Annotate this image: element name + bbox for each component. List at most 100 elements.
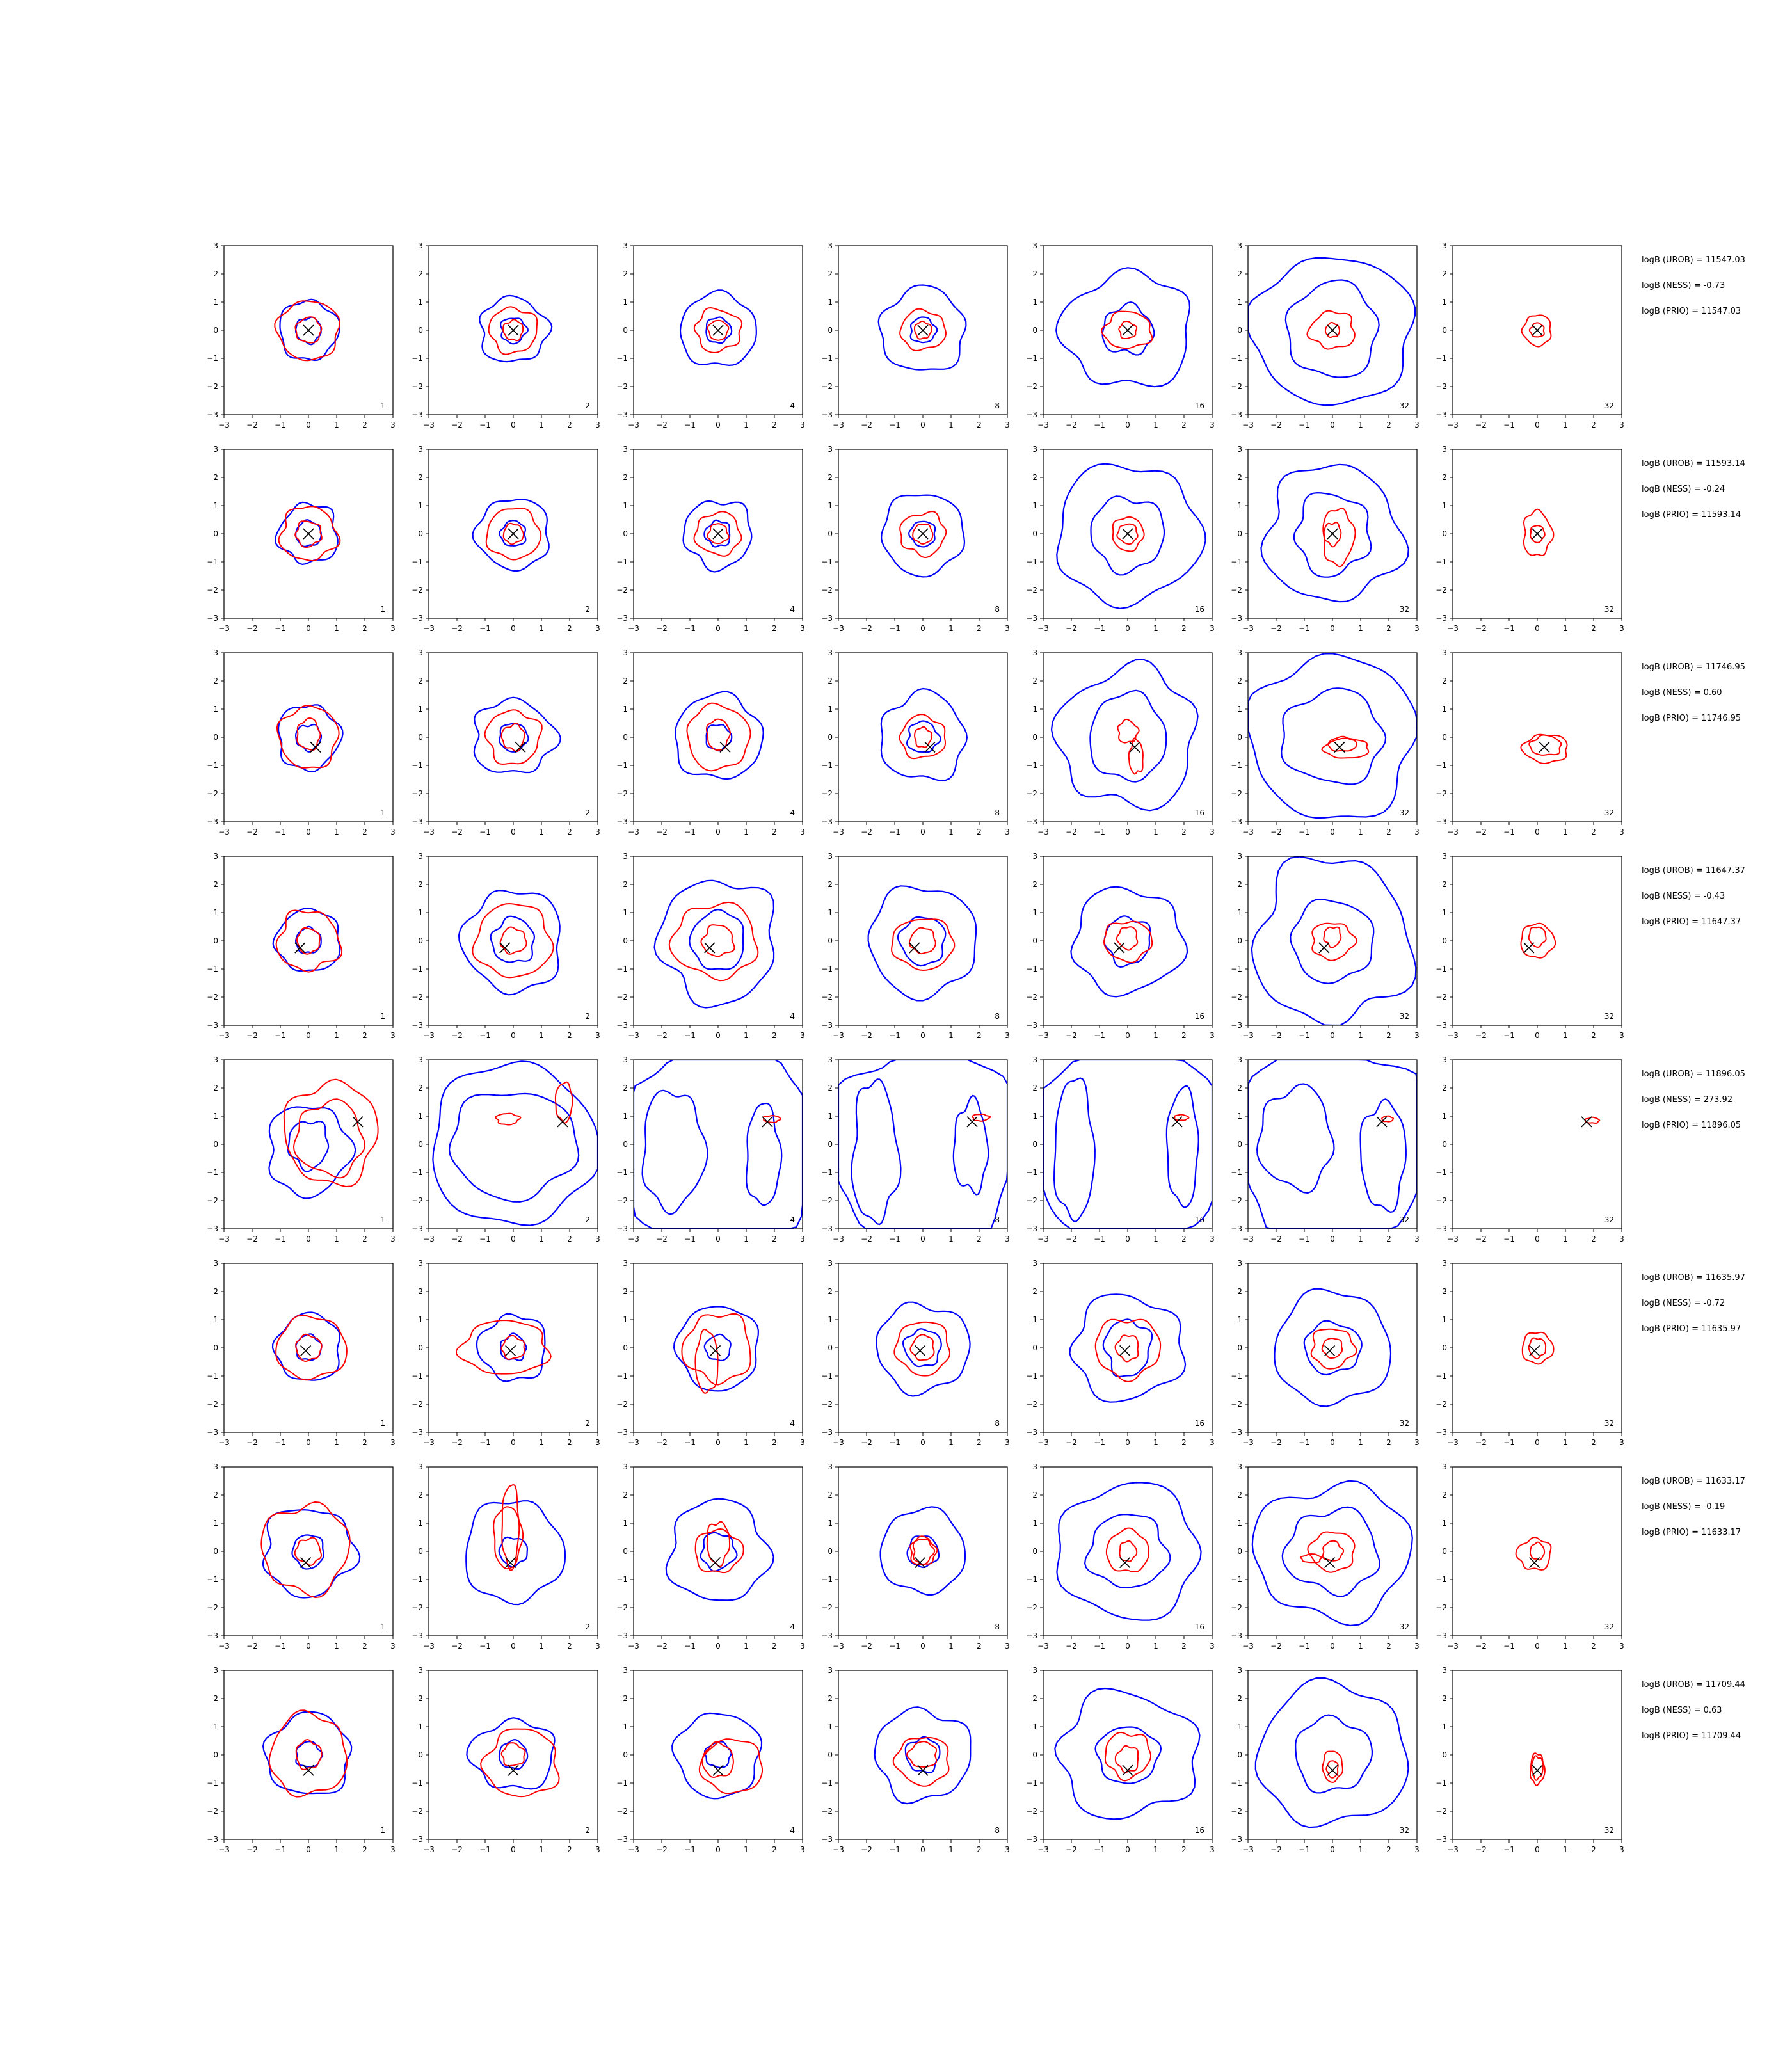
panel-tag: 2: [585, 1622, 590, 1631]
x-tick-label: −1: [479, 1642, 491, 1651]
x-tick-label: 2: [362, 1235, 367, 1244]
y-tick-label: −1: [1436, 1779, 1447, 1788]
x-tick-label: −1: [1094, 1845, 1105, 1854]
red-contour: [296, 927, 321, 955]
x-tick-label: 3: [800, 828, 805, 836]
x-tick-label: 2: [1591, 1031, 1596, 1040]
x-tick-label: −2: [861, 420, 872, 429]
contour-panel: −3 −2 −1 0 1 2 3 −3 −2 −1 0 1 2 3 1: [207, 1055, 396, 1244]
y-tick-label: 2: [213, 1491, 218, 1500]
contour-panel: −3 −2 −1 0 1 2 3 −3 −2 −1 0 1 2 3 16: [1026, 1259, 1215, 1447]
y-tick-label: 1: [623, 908, 628, 917]
true-value-marker: [352, 1116, 364, 1128]
x-tick-label: 0: [920, 828, 925, 836]
x-tick-label: −1: [1299, 1031, 1310, 1040]
x-tick-label: 1: [744, 1235, 749, 1244]
y-tick-label: −1: [821, 354, 833, 363]
true-value-marker: [300, 1557, 312, 1569]
red-contour: [1300, 1553, 1322, 1564]
x-tick-label: 0: [920, 1845, 925, 1854]
red-contour: [500, 1742, 526, 1767]
blue-contour: [291, 1534, 324, 1570]
red-contour: [1321, 737, 1370, 759]
y-tick-label: 2: [418, 1491, 423, 1500]
red-contour: [275, 909, 343, 973]
x-tick-label: 3: [1619, 828, 1624, 836]
panel-tag: 16: [1195, 808, 1204, 817]
x-tick-label: 3: [1414, 1031, 1420, 1040]
y-tick-label: 3: [1237, 1666, 1242, 1675]
y-tick-label: −1: [207, 1372, 218, 1380]
x-tick-label: −2: [1270, 1438, 1282, 1447]
x-tick-label: 1: [744, 1438, 749, 1447]
x-tick-label: 0: [1535, 1438, 1540, 1447]
x-tick-label: −2: [246, 420, 258, 429]
contour-panel: −3 −2 −1 0 1 2 3 −3 −2 −1 0 1 2 3 1: [207, 1666, 396, 1854]
x-tick-label: 2: [1386, 624, 1391, 633]
x-tick-label: −3: [1037, 1845, 1049, 1854]
blue-contour: [498, 1536, 528, 1568]
x-tick-label: 2: [1181, 1235, 1187, 1244]
blue-contour: [1055, 267, 1191, 388]
contour-panel: −3 −2 −1 0 1 2 3 −3 −2 −1 0 1 2 3 8: [821, 1055, 1010, 1244]
blue-contour: [880, 494, 966, 578]
x-tick-label: −3: [423, 1642, 435, 1651]
blue-contour: [705, 724, 733, 752]
panel-tag: 2: [585, 808, 590, 817]
contour-group: [1254, 1677, 1409, 1828]
red-contour: [1323, 926, 1342, 948]
x-tick-label: −3: [833, 624, 844, 633]
x-tick-label: 2: [1181, 1642, 1187, 1651]
contour-panel: −3 −2 −1 0 1 2 3 −3 −2 −1 0 1 2 3 32: [1231, 445, 1420, 633]
red-contour: [693, 511, 742, 557]
contour-group: [465, 1484, 566, 1606]
y-tick-label: 1: [1442, 1519, 1447, 1528]
panel-tag: 32: [1400, 1012, 1409, 1021]
y-tick-label: 0: [828, 1750, 833, 1759]
blue-contour: [466, 1717, 556, 1790]
y-tick-label: 2: [1032, 1084, 1037, 1092]
y-tick-label: −2: [1436, 382, 1447, 391]
axes-frame: [838, 1466, 1008, 1636]
y-tick-label: 1: [1442, 1722, 1447, 1731]
x-tick-label: −3: [218, 624, 230, 633]
y-tick-label: 2: [828, 880, 833, 889]
contour-group: [1515, 1536, 1552, 1571]
true-value-marker: [557, 1116, 568, 1128]
x-tick-label: −2: [861, 1235, 872, 1244]
contour-group: [679, 289, 757, 367]
x-tick-label: −3: [833, 1235, 844, 1244]
panel-tag: 2: [585, 401, 590, 410]
panel-tag: 32: [1604, 1419, 1614, 1428]
red-contour: [909, 1535, 938, 1565]
x-tick-label: 2: [1386, 1845, 1391, 1854]
y-tick-label: 1: [213, 1112, 218, 1121]
red-contour: [914, 320, 932, 340]
red-contour: [1114, 1334, 1139, 1363]
x-tick-label: −3: [1447, 1642, 1459, 1651]
y-tick-label: −2: [207, 1400, 218, 1409]
blue-contour: [1281, 687, 1387, 785]
y-tick-label: −2: [1231, 1196, 1242, 1205]
true-value-marker: [1327, 528, 1338, 540]
y-tick-label: 3: [1032, 445, 1037, 454]
true-value-marker: [917, 528, 929, 540]
red-contour: [1322, 1750, 1343, 1783]
y-tick-label: 0: [623, 733, 628, 742]
y-tick-label: −3: [1436, 1835, 1447, 1844]
red-contour: [1381, 1115, 1394, 1123]
axes-frame: [1043, 1670, 1213, 1840]
x-tick-label: −3: [833, 1642, 844, 1651]
x-tick-label: 3: [390, 1845, 396, 1854]
y-tick-label: 0: [828, 1343, 833, 1352]
y-tick-label: −2: [1231, 789, 1242, 798]
x-tick-label: 3: [1414, 1845, 1420, 1854]
x-tick-label: 1: [1358, 1031, 1363, 1040]
x-tick-label: 1: [1358, 828, 1363, 836]
red-contour: [1174, 1114, 1190, 1121]
contour-panel: −3 −2 −1 0 1 2 3 −3 −2 −1 0 1 2 3 32: [1436, 1259, 1624, 1447]
contour-panel: −3 −2 −1 0 1 2 3 −3 −2 −1 0 1 2 3 32: [1231, 1259, 1420, 1447]
y-tick-label: 3: [1442, 241, 1447, 250]
y-tick-label: 3: [1032, 852, 1037, 861]
x-tick-label: −2: [246, 1845, 258, 1854]
